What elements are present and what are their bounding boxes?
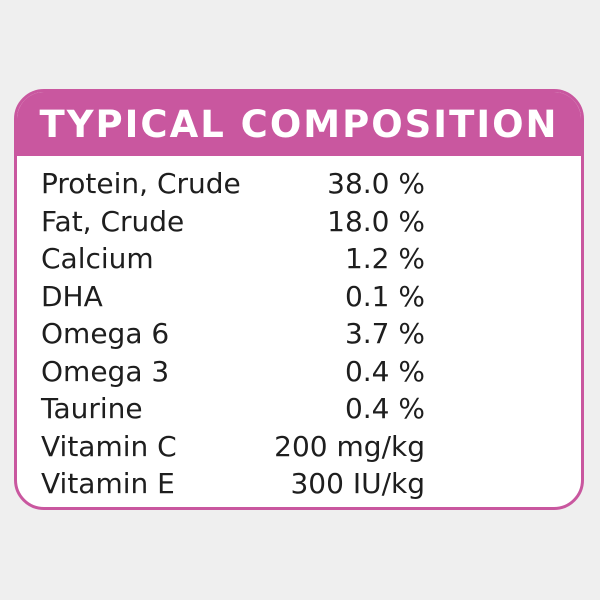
composition-row-dha: DHA 0.1 % bbox=[17, 278, 581, 316]
row-label: Taurine bbox=[41, 392, 143, 425]
row-value: 1.2 % bbox=[344, 242, 425, 275]
row-value: 0.1 % bbox=[344, 279, 425, 313]
row-label: Protein, Crude bbox=[41, 167, 241, 200]
row-value: 18.0 % bbox=[327, 204, 425, 238]
row-label: Calcium bbox=[41, 242, 154, 275]
row-value: 0.4 % bbox=[344, 392, 425, 425]
composition-panel: TYPICAL COMPOSITION Protein, Crude 38.0 … bbox=[14, 89, 584, 510]
row-value: 3.7 % bbox=[344, 317, 425, 350]
composition-row-calcium: Calcium 1.2 % bbox=[17, 240, 581, 278]
row-label: Omega 3 bbox=[41, 354, 170, 388]
row-label: Fat, Crude bbox=[41, 204, 185, 238]
composition-row-protein: Protein, Crude 38.0 % bbox=[17, 165, 581, 203]
row-label: Omega 6 bbox=[41, 317, 170, 350]
composition-row-vitamin-c: Vitamin C 200 mg/kg bbox=[17, 428, 581, 466]
composition-row-omega-6: Omega 6 3.7 % bbox=[17, 315, 581, 353]
composition-row-vitamin-e: Vitamin E 300 IU/kg bbox=[17, 465, 581, 503]
composition-row-fat: Fat, Crude 18.0 % bbox=[17, 203, 581, 241]
row-label: Vitamin C bbox=[41, 429, 177, 463]
row-label: Vitamin E bbox=[41, 467, 175, 500]
row-value: 38.0 % bbox=[327, 167, 425, 200]
composition-row-omega-3: Omega 3 0.4 % bbox=[17, 353, 581, 391]
row-label: DHA bbox=[41, 279, 103, 313]
composition-row-taurine: Taurine 0.4 % bbox=[17, 390, 581, 428]
row-value: 200 mg/kg bbox=[274, 429, 425, 463]
row-value: 300 IU/kg bbox=[290, 467, 425, 500]
composition-list: Protein, Crude 38.0 % Fat, Crude 18.0 % … bbox=[17, 156, 581, 503]
panel-title: TYPICAL COMPOSITION bbox=[17, 92, 581, 156]
row-value: 0.4 % bbox=[344, 354, 425, 388]
